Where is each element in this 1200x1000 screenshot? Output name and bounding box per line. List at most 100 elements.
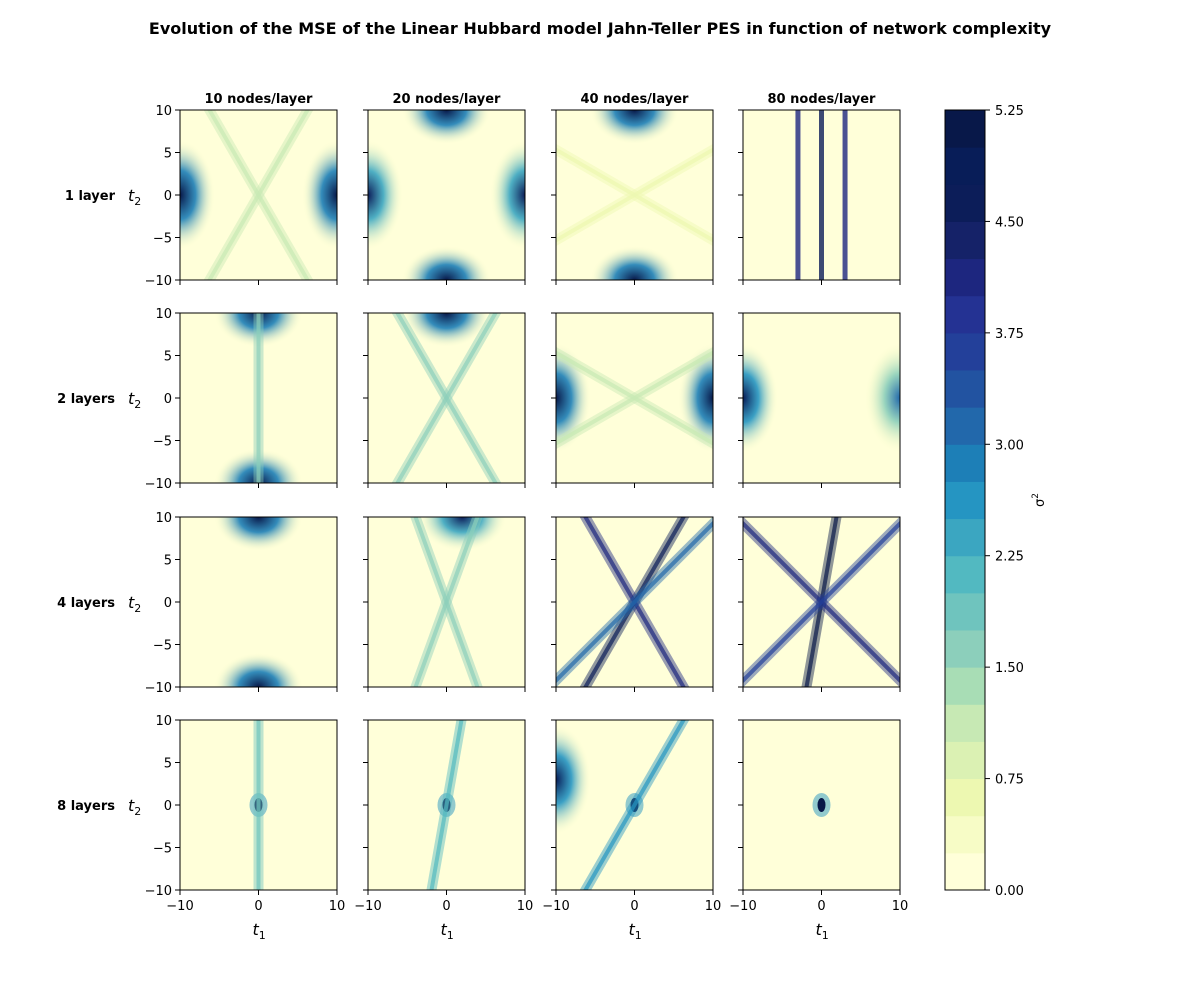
y-tick-label: 0: [164, 189, 172, 204]
y-tick-label: 0: [164, 596, 172, 611]
contour-band-core: [429, 720, 464, 890]
x-tick-label: 0: [254, 899, 262, 914]
y-tick-label: −10: [145, 681, 172, 696]
contour-lobe: [402, 313, 491, 347]
contour-band-core: [413, 517, 480, 687]
panel-contours: [795, 110, 848, 280]
y-tick-label: 5: [164, 350, 172, 365]
panel-contours: [410, 517, 507, 687]
panel-contours: [180, 110, 337, 280]
panel-contours: [214, 517, 303, 687]
row-label: 1 layer: [65, 189, 116, 204]
colorbar-segment: [945, 852, 985, 891]
panel-contours: [556, 110, 713, 280]
x-axis-label: t1: [441, 920, 454, 942]
column-title: 20 nodes/layer: [393, 92, 502, 107]
colorbar-tick-label: 2.25: [995, 550, 1024, 565]
x-tick-label: 0: [442, 899, 450, 914]
contour-lobe: [418, 517, 507, 551]
panel-contours: [556, 343, 713, 453]
colorbar-segment: [945, 110, 985, 148]
colorbar-segment: [945, 407, 985, 445]
colorbar: 0.00 0.75 1.50 2.25 3.00 3.75 4.50 5.25: [944, 104, 1024, 899]
colorbar-label-sup: 2: [1031, 493, 1041, 499]
x-axis-label: t1: [629, 920, 642, 942]
x-tick-label: 0: [630, 899, 638, 914]
panel-r1-c0: 10 5 0 −5 −10 2 layers t2: [57, 307, 338, 492]
colorbar-segment: [945, 778, 985, 817]
contour-lobe: [743, 343, 778, 453]
x-tick-label: −10: [354, 899, 381, 914]
colorbar-segment: [945, 741, 985, 780]
colorbar-label-base: σ: [1033, 499, 1048, 507]
y-tick-label: 0: [164, 799, 172, 814]
colorbar-segment: [945, 555, 985, 594]
colorbar-segment: [945, 184, 985, 222]
x-tick-label: −10: [729, 899, 756, 914]
colorbar-tick-label: 0.75: [995, 773, 1024, 788]
contour-band-core: [556, 520, 713, 684]
y-axis-label: t2: [128, 593, 141, 615]
colorbar-segment: [945, 370, 985, 408]
contour-lobe: [368, 140, 403, 250]
panel-contours: [743, 517, 900, 687]
contour-band-core: [743, 520, 900, 684]
contour-band-core: [556, 147, 713, 243]
y-axis-label: t2: [128, 796, 141, 818]
column-title: 40 nodes/layer: [581, 92, 690, 107]
contour-lobe: [402, 246, 491, 280]
x-axis-label: t1: [816, 920, 829, 942]
panel-r0-c0: 10 5 0 −5 −10 10 nodes/layer 1 layer t2: [65, 92, 338, 289]
contour-lobe: [214, 653, 303, 687]
colorbar-segment: [945, 630, 985, 668]
panel-contours: [556, 720, 690, 890]
y-tick-label: 5: [164, 757, 172, 772]
contour-band-core: [583, 720, 686, 890]
x-tick-label: 10: [517, 899, 534, 914]
colorbar-segment: [945, 221, 985, 260]
colorbar-segment: [945, 295, 985, 334]
panel-r0-c2: 40 nodes/layer: [551, 92, 714, 285]
contour-lobe: [556, 343, 591, 453]
colorbar-label: σ2: [1031, 493, 1048, 507]
y-tick-label: 5: [164, 554, 172, 569]
contour-lobe: [678, 343, 713, 453]
colorbar-tick-label: 3.00: [995, 438, 1024, 453]
y-tick-label: 10: [155, 511, 172, 526]
y-tick-label: −10: [145, 884, 172, 899]
colorbar-frame: [944, 109, 986, 891]
x-tick-label: 10: [705, 899, 722, 914]
panel-r1-c1: [363, 312, 526, 488]
contour-lobe: [590, 110, 679, 144]
contour-lobe: [214, 517, 303, 551]
colorbar-segment: [945, 481, 985, 520]
column-title: 10 nodes/layer: [205, 92, 314, 107]
row-label: 2 layers: [57, 392, 115, 407]
contour-band-core: [207, 110, 310, 280]
contour-dot: [817, 798, 826, 812]
row-label: 4 layers: [57, 596, 115, 611]
y-tick-label: 10: [155, 307, 172, 322]
panel-r0-c1: 20 nodes/layer: [363, 92, 526, 285]
panel-r1-c2: [551, 312, 714, 488]
y-tick-label: −5: [153, 842, 172, 857]
y-tick-label: −5: [153, 639, 172, 654]
panel-contours: [556, 517, 713, 687]
panel-r3-c3: −10 0 10 t1: [729, 719, 908, 942]
y-tick-label: 10: [155, 104, 172, 119]
x-tick-label: −10: [542, 899, 569, 914]
y-tick-label: −10: [145, 274, 172, 289]
colorbar-tick-label: 1.50: [995, 661, 1024, 676]
panel-r2-c2: [551, 516, 714, 692]
x-tick-label: 0: [817, 899, 825, 914]
colorbar-segment: [945, 667, 985, 705]
contour-lobe: [865, 343, 900, 453]
y-axis-label: t2: [128, 389, 141, 411]
panel-contours: [743, 343, 900, 453]
colorbar-segment: [945, 815, 985, 854]
y-tick-label: −5: [153, 232, 172, 247]
panel-r2-c3: [738, 516, 901, 692]
y-tick-label: −10: [145, 477, 172, 492]
panel-r3-c2: −10 0 10 t1: [542, 719, 722, 942]
